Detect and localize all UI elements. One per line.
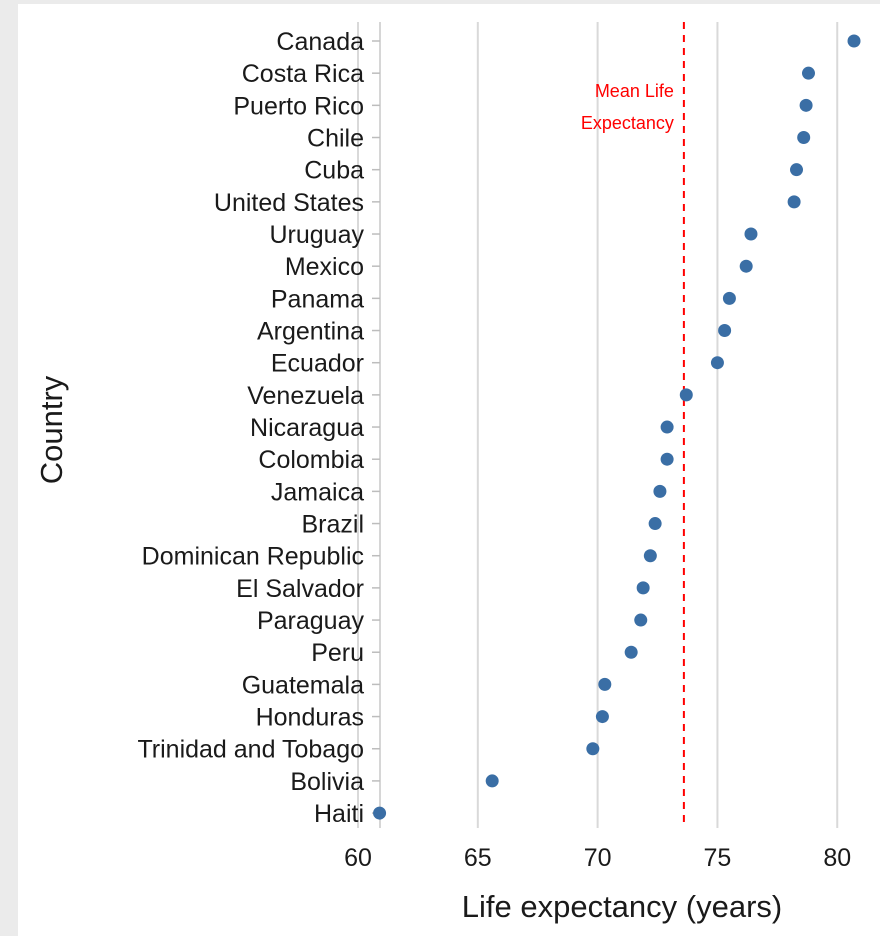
- data-point: [373, 806, 387, 820]
- country-label: Venezuela: [247, 382, 364, 410]
- x-tick-label: 70: [584, 844, 612, 872]
- country-label: Puerto Rico: [233, 92, 364, 120]
- data-point: [653, 484, 667, 498]
- country-label: Cuba: [304, 157, 364, 185]
- country-label: Colombia: [258, 446, 364, 474]
- data-point: [660, 452, 674, 466]
- y-axis-title: Country: [34, 375, 69, 484]
- axes: 60 65 70 75 80 Canada Costa Rica Puerto Rico Chi…: [137, 22, 851, 872]
- x-tick-label: 75: [704, 844, 732, 872]
- country-label: Paraguay: [257, 607, 365, 635]
- data-point: [598, 677, 612, 691]
- data-point: [636, 581, 650, 595]
- country-label: Uruguay: [270, 221, 365, 249]
- data-point: [648, 517, 662, 531]
- country-label: Honduras: [256, 704, 364, 732]
- country-label: Jamaica: [271, 478, 364, 506]
- data-point: [722, 291, 736, 305]
- data-point: [634, 613, 648, 627]
- data-points: [373, 34, 861, 820]
- country-label: Ecuador: [271, 350, 364, 378]
- country-label: Dominican Republic: [142, 543, 364, 571]
- data-point: [710, 356, 724, 370]
- mean-reference: Mean Life Expectancy: [581, 22, 685, 828]
- country-label: Trinidad and Tobago: [137, 736, 364, 764]
- data-point: [799, 98, 813, 112]
- country-label: Haiti: [314, 800, 364, 828]
- country-label: Chile: [307, 125, 364, 153]
- country-label: Nicaragua: [250, 414, 364, 442]
- x-tick-label: 65: [464, 844, 492, 872]
- data-point: [643, 549, 657, 563]
- x-tick-label: 80: [823, 844, 851, 872]
- data-point: [679, 388, 693, 402]
- country-label: Costa Rica: [242, 60, 364, 88]
- country-label: Panama: [271, 285, 364, 313]
- data-point: [801, 66, 815, 80]
- data-point: [797, 131, 811, 145]
- country-label: Canada: [276, 28, 364, 56]
- data-point: [787, 195, 801, 209]
- mean-line-label: Mean Life: [595, 81, 674, 101]
- data-point: [847, 34, 861, 48]
- data-point: [485, 774, 499, 788]
- dot-plot-chart: Mean Life Expectancy 60 65 70 75 80 Canada Cost…: [34, 22, 861, 924]
- x-tick-label: 60: [344, 844, 372, 872]
- data-point: [790, 163, 804, 177]
- x-axis-title: Life expectancy (years): [462, 889, 782, 924]
- mean-line-label: Expectancy: [581, 113, 674, 133]
- country-label: Argentina: [257, 318, 364, 346]
- country-label: Brazil: [301, 511, 364, 539]
- country-label: Guatemala: [242, 671, 364, 699]
- data-point: [660, 420, 674, 434]
- data-point: [739, 259, 753, 273]
- country-label: Bolivia: [290, 768, 364, 796]
- chart-panel: Mean Life Expectancy 60 65 70 75 80 Canada Cost…: [18, 4, 880, 936]
- data-point: [586, 742, 600, 756]
- country-label: El Salvador: [236, 575, 364, 603]
- country-label: Peru: [311, 639, 364, 667]
- country-label: United States: [214, 189, 364, 217]
- data-point: [744, 227, 758, 241]
- data-point: [718, 324, 732, 338]
- data-point: [624, 645, 638, 659]
- gridlines: [357, 22, 839, 828]
- data-point: [595, 710, 609, 724]
- country-label: Mexico: [285, 253, 364, 281]
